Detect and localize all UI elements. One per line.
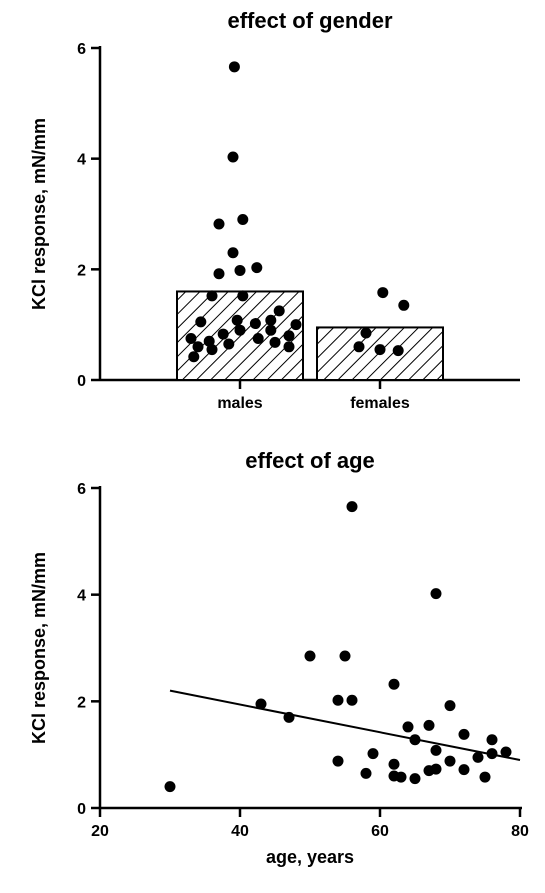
bar-chart-container: effect of gender 0 2 4 6 KCl response, mN/mm m… <box>10 0 535 430</box>
data-point <box>424 720 435 731</box>
bar-chart: effect of gender 0 2 4 6 KCl response, mN/mm m… <box>10 0 535 430</box>
x-axis-label: age, years <box>266 847 354 867</box>
data-point <box>354 341 365 352</box>
data-point <box>375 344 386 355</box>
data-point <box>237 290 248 301</box>
data-point <box>459 729 470 740</box>
data-point <box>284 712 295 723</box>
data-point <box>188 351 199 362</box>
data-point <box>195 316 206 327</box>
data-point <box>431 745 442 756</box>
data-point <box>398 300 409 311</box>
data-point <box>228 247 239 258</box>
data-point <box>207 290 218 301</box>
data-point <box>389 679 400 690</box>
data-point <box>250 318 261 329</box>
data-point <box>347 695 358 706</box>
data-point <box>214 218 225 229</box>
data-point <box>480 772 491 783</box>
data-point <box>235 265 246 276</box>
y-tick-label: 4 <box>77 152 86 169</box>
y-tick-label: 0 <box>77 373 86 390</box>
data-point <box>347 501 358 512</box>
data-point <box>473 752 484 763</box>
data-point <box>431 588 442 599</box>
y-axis-label: KCl response, mN/mm <box>29 118 49 310</box>
x-tick-label: 20 <box>91 823 109 840</box>
data-point <box>445 756 456 767</box>
y-tick-label: 4 <box>77 588 86 605</box>
data-point <box>265 325 276 336</box>
y-tick-label: 2 <box>77 694 86 711</box>
x-tick-label: 60 <box>371 823 389 840</box>
data-point <box>377 287 388 298</box>
y-tick-label: 2 <box>77 262 86 279</box>
data-point <box>333 756 344 767</box>
data-point <box>410 773 421 784</box>
data-point <box>368 748 379 759</box>
y-tick-label: 6 <box>77 41 86 58</box>
data-point <box>165 781 176 792</box>
data-point <box>361 768 372 779</box>
x-tick-label: 80 <box>511 823 529 840</box>
data-point <box>361 327 372 338</box>
scatter-chart: effect of age 0 2 4 6 20 40 60 80 KCl response, m… <box>10 440 535 880</box>
data-point <box>218 329 229 340</box>
data-point <box>389 759 400 770</box>
y-tick-label: 0 <box>77 801 86 818</box>
x-tick-label: females <box>350 395 410 412</box>
data-point <box>410 734 421 745</box>
bar-chart-title: effect of gender <box>227 8 392 33</box>
data-point <box>393 345 404 356</box>
regression-line <box>170 691 520 760</box>
scatter-chart-title: effect of age <box>245 448 375 473</box>
data-point <box>284 341 295 352</box>
data-point <box>214 268 225 279</box>
x-tick-label: 40 <box>231 823 249 840</box>
data-point <box>431 764 442 775</box>
data-point <box>256 699 267 710</box>
data-point <box>232 315 243 326</box>
data-point <box>270 337 281 348</box>
data-point <box>340 651 351 662</box>
data-point <box>403 721 414 732</box>
data-point <box>459 764 470 775</box>
data-point <box>305 651 316 662</box>
page: effect of gender 0 2 4 6 KCl response, mN/mm m… <box>0 0 545 893</box>
data-point <box>265 315 276 326</box>
data-point <box>501 747 512 758</box>
data-point <box>253 333 264 344</box>
data-point <box>396 772 407 783</box>
data-point <box>284 330 295 341</box>
data-point <box>207 344 218 355</box>
data-point <box>193 341 204 352</box>
data-point <box>333 695 344 706</box>
scatter-chart-container: effect of age 0 2 4 6 20 40 60 80 KCl response, m… <box>10 440 535 880</box>
data-point <box>237 214 248 225</box>
data-point <box>251 262 262 273</box>
data-point <box>487 748 498 759</box>
x-tick-label: males <box>217 395 262 412</box>
data-point <box>291 319 302 330</box>
data-point <box>235 325 246 336</box>
data-point <box>274 305 285 316</box>
y-tick-label: 6 <box>77 481 86 498</box>
data-point <box>445 700 456 711</box>
data-point <box>487 734 498 745</box>
data-point <box>229 61 240 72</box>
y-axis-label: KCl response, mN/mm <box>29 552 49 744</box>
data-point <box>223 339 234 350</box>
data-point <box>228 152 239 163</box>
